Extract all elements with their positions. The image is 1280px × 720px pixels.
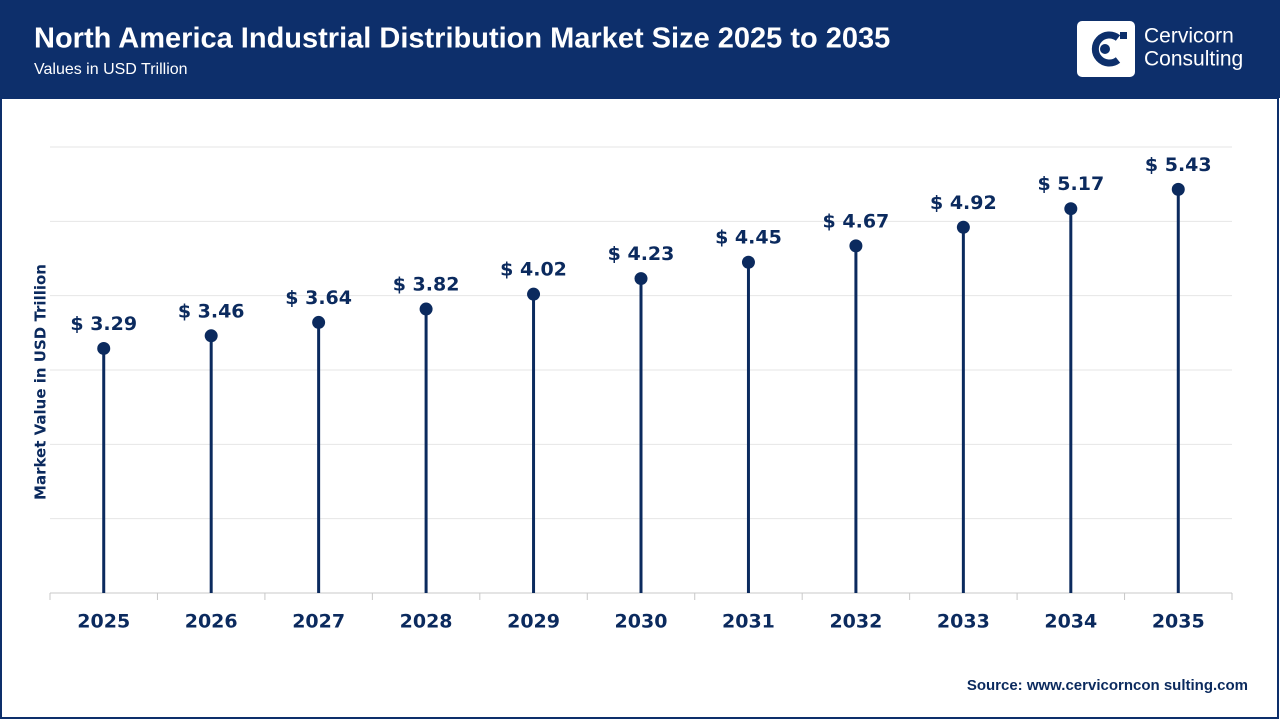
x-tick-label: 2029 [507, 611, 560, 633]
dot [97, 341, 111, 355]
dot [1171, 182, 1185, 196]
x-tick-label: 2034 [1044, 611, 1097, 633]
logo-square [1120, 32, 1127, 39]
x-tick-label: 2032 [829, 611, 882, 633]
value-label: $ 3.46 [178, 300, 245, 322]
value-label: $ 4.45 [715, 227, 782, 249]
value-label: $ 4.92 [930, 192, 997, 214]
dot [956, 220, 970, 234]
dot [1064, 202, 1078, 216]
dot [312, 315, 326, 329]
header-band [0, 0, 1280, 98]
logo-icon [1091, 31, 1121, 67]
dot [527, 287, 541, 301]
logo-text: Cervicorn [1144, 25, 1234, 48]
dot [849, 239, 863, 253]
y-axis-label: Market Value in USD Trillion [32, 264, 50, 500]
dot [419, 302, 433, 316]
dot [634, 272, 648, 286]
value-label: $ 4.67 [823, 210, 890, 232]
value-label: $ 5.17 [1037, 173, 1104, 195]
value-label: $ 3.29 [70, 313, 137, 335]
logo-dot [1100, 44, 1110, 54]
value-label: $ 3.82 [393, 274, 460, 296]
dot [204, 329, 218, 343]
value-label: $ 3.64 [285, 287, 352, 309]
x-tick-label: 2025 [77, 611, 130, 633]
chart-border [0, 97, 1279, 719]
logo: Cervicorn Consulting [1077, 21, 1243, 77]
source: Source: www.cervicorncon sulting.com [967, 677, 1248, 694]
chart-subtitle: Values in USD Trillion [34, 61, 188, 78]
x-tick-label: 2033 [937, 611, 990, 633]
value-label: $ 4.02 [500, 259, 567, 281]
x-tick-label: 2035 [1152, 611, 1205, 633]
x-tick-label: 2028 [400, 611, 453, 633]
chart-title: North America Industrial Distribution Ma… [34, 23, 890, 55]
x-tick-label: 2027 [292, 611, 345, 633]
dot [741, 255, 755, 269]
logo-text: Consulting [1144, 48, 1243, 71]
x-tick-label: 2026 [185, 611, 238, 633]
x-tick-label: 2030 [615, 611, 668, 633]
x-tick-label: 2031 [722, 611, 775, 633]
value-label: $ 5.43 [1145, 154, 1212, 176]
value-label: $ 4.23 [608, 243, 675, 265]
